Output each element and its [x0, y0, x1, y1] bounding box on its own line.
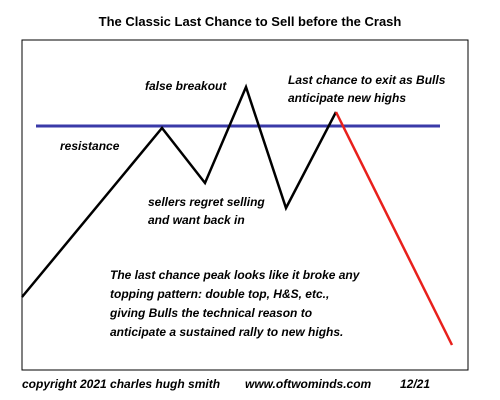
label: resistance [60, 139, 120, 153]
footer-date: 12/21 [400, 377, 430, 391]
crash-path [334, 111, 454, 346]
paragraph-line: anticipate a sustained rally to new high… [110, 325, 343, 339]
label: anticipate new highs [288, 91, 406, 105]
paragraph-line: topping pattern: double top, H&S, etc., [110, 287, 329, 301]
label: and want back in [148, 213, 245, 227]
frame [21, 39, 469, 371]
label: false breakout [145, 79, 227, 93]
footer-copyright: copyright 2021 charles hugh smith [22, 377, 220, 391]
footer-site: www.oftwominds.com [245, 377, 372, 391]
paragraph-line: The last chance peak looks like it broke… [110, 268, 361, 282]
price-path [21, 83, 338, 298]
label: Last chance to exit as Bulls [288, 73, 446, 87]
label: sellers regret selling [148, 195, 265, 209]
title: The Classic Last Chance to Sell before t… [99, 14, 402, 29]
paragraph-line: giving Bulls the technical reason to [109, 306, 312, 320]
